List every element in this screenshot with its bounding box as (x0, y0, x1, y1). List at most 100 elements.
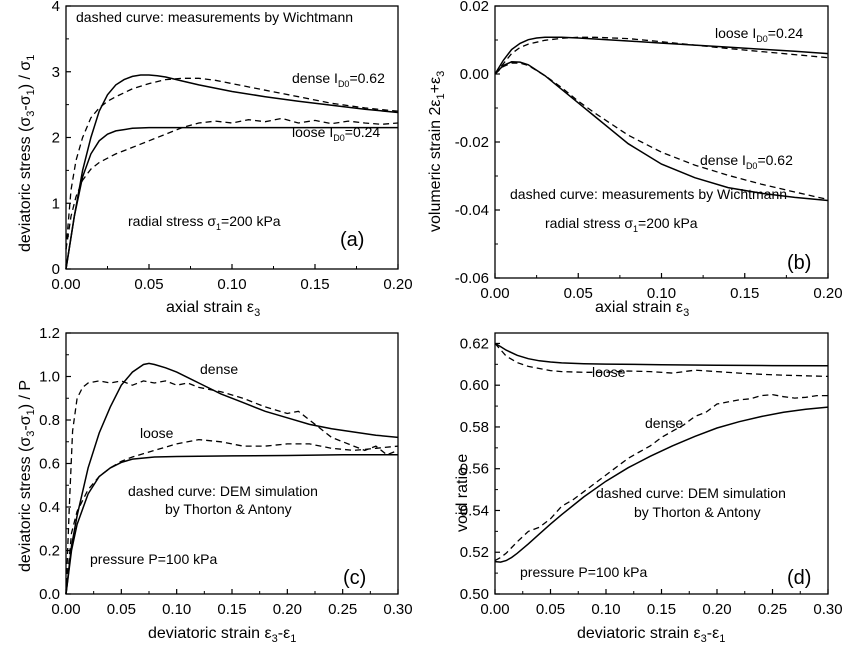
panel-d-ytick-label: 0.58 (460, 419, 489, 436)
panel-a-xtick-label: 0.15 (300, 276, 329, 293)
panel-a-ytick-label: 0 (52, 261, 60, 278)
panel-b-xtick-label: 0.10 (647, 285, 676, 302)
panel-d-ytick-label: 0.56 (460, 461, 489, 478)
panel-d-annotation-source-2: by Thorton & Antony (634, 504, 761, 520)
panel-c-annotation-dense: dense (200, 361, 238, 377)
panel-b-annotation-dense: dense ID0=0.62 (700, 152, 793, 171)
panel-c-xtick-label: 0.00 (51, 601, 80, 618)
panel-c-series-3-dashed (65, 438, 399, 595)
panel-c-annotation-source-2: by Thorton & Antony (165, 501, 292, 517)
panel-a-ytick-label: 4 (52, 0, 60, 15)
panel-b-ytick-label: 0.02 (460, 0, 489, 15)
panel-d-ytick-label: 0.50 (460, 586, 489, 603)
panel-a-xtick-label: 0.20 (383, 276, 412, 293)
panel-b-ticklabels: 0.00 0.05 0.10 0.15 0.20 -0.06 -0.04 -0.02 0.00 0… (455, 0, 843, 302)
panel-a-ytick-label: 3 (52, 64, 60, 81)
panel-a-ticklabels: 0.00 0.05 0.10 0.15 0.20 0 1 2 3 4 (51, 0, 412, 293)
panel-b-frame (494, 5, 829, 279)
panel-d-xtick-label: 0.20 (702, 601, 731, 618)
panel-a-ylabel: deviatoric stress (σ3-σ1) / σ1 (17, 55, 37, 252)
panel-c-series-2-dashed (65, 380, 399, 595)
panel-c-ytick-label: 0.4 (39, 499, 60, 516)
panel-c-ytick-label: 0.0 (39, 586, 60, 603)
panel-d-xtick-label: 0.00 (480, 601, 509, 618)
panel-c-ylabel: deviatoric stress (σ3-σ1) / P (17, 380, 37, 572)
panel-d-series (494, 342, 829, 563)
panel-b: 0.00 0.05 0.10 0.15 0.20 -0.06 -0.04 -0.02 0.00 0… (427, 0, 843, 319)
panel-d-series-0-solid (494, 342, 829, 367)
panel-b-ylabel: volumeric strain 2ε1+ε3 (427, 71, 447, 232)
panel-c-annotation-pressure: pressure P=100 kPa (90, 551, 217, 567)
panel-d-ytick-label: 0.52 (460, 544, 489, 561)
panel-b-label: (b) (787, 252, 811, 274)
panel-d-label: (d) (787, 567, 811, 589)
panel-b-ytick-label: 0.00 (460, 66, 489, 83)
panel-c-xtick-label: 0.15 (217, 601, 246, 618)
panel-a-series (65, 74, 399, 270)
panel-a-series-2-dashed (65, 77, 399, 250)
panel-c-ytick-label: 1.2 (39, 325, 60, 342)
panel-d-xtick-label: 0.10 (591, 601, 620, 618)
panel-a-xtick-label: 0.00 (51, 276, 80, 293)
panel-d-annotation-pressure: pressure P=100 kPa (520, 564, 647, 580)
panel-d-xtick-label: 0.05 (536, 601, 565, 618)
panel-d-ytick-label: 0.60 (460, 377, 489, 394)
panel-d-annotation-source: dashed curve: DEM simulation (596, 485, 786, 501)
panel-b-series-2-solid (494, 61, 829, 202)
panel-b-ytick-label: -0.06 (455, 270, 489, 287)
panel-b-ticks (494, 5, 829, 279)
panel-b-xtick-label: 0.05 (564, 285, 593, 302)
panel-b-xtick-label: 0.15 (730, 285, 759, 302)
panel-b-ytick-label: -0.04 (455, 202, 489, 219)
panel-a-ytick-label: 1 (52, 195, 60, 212)
panel-a-annotation-dense: dense ID0=0.62 (292, 70, 385, 89)
panel-d-ticklabels: 0.00 0.05 0.10 0.15 0.20 0.25 0.30 0.50 0.52 0.54… (460, 335, 843, 618)
panel-d-xtick-label: 0.25 (758, 601, 787, 618)
panel-a-xtick-label: 0.05 (134, 276, 163, 293)
panel-d-series-3-dashed (494, 393, 828, 562)
panel-b-series (494, 36, 829, 202)
panel-c-annotation-source: dashed curve: DEM simulation (128, 483, 318, 499)
panel-c-xtick-label: 0.30 (383, 601, 412, 618)
panel-c-xtick-label: 0.10 (162, 601, 191, 618)
panel-d-annotation-loose: loose (592, 364, 626, 380)
panel-d-xlabel: deviatoric strain ε3-ε1 (577, 625, 725, 645)
panel-b-series-1-dashed (494, 36, 829, 75)
panel-a-series-0-solid (65, 74, 399, 270)
panel-a: 0.00 0.05 0.10 0.15 0.20 0 1 2 3 4 dashed curve: … (17, 0, 413, 319)
panel-b-series-0-solid (494, 36, 829, 75)
panel-a-label: (a) (340, 229, 364, 251)
panel-b-xlabel: axial strain ε3 (595, 299, 689, 319)
panel-b-ytick-label: -0.02 (455, 134, 489, 151)
panel-d-ylabel: void ratio e (454, 454, 471, 532)
panel-c-annotation-loose: loose (140, 425, 174, 441)
panel-a-ytick-label: 2 (52, 130, 60, 147)
panel-b-series-3-dashed (494, 62, 829, 201)
panel-c-label: (c) (343, 567, 366, 589)
panel-b-annotation-radial: radial stress σ1=200 kPa (545, 215, 698, 234)
panel-d-xtick-label: 0.15 (647, 601, 676, 618)
panel-c-series (65, 362, 399, 595)
panel-c-ytick-label: 1.0 (39, 369, 60, 386)
panel-d: 0.00 0.05 0.10 0.15 0.20 0.25 0.30 0.50 0.52 0.54… (454, 332, 843, 645)
panel-c-ytick-label: 0.8 (39, 412, 60, 429)
panel-c-series-1-solid (65, 454, 398, 595)
panel-a-ticks (65, 5, 399, 270)
panel-d-xtick-label: 0.30 (813, 601, 842, 618)
panel-c-xlabel: deviatoric strain ε3-ε1 (148, 625, 296, 645)
panel-a-annotation-radial: radial stress σ1=200 kPa (128, 213, 281, 232)
panel-c-ticks (65, 332, 399, 595)
panel-b-xtick-label: 0.20 (813, 285, 842, 302)
panel-d-series-1-dashed (494, 342, 829, 378)
panel-d-series-2-solid (494, 406, 829, 563)
panel-b-annotation-loose: loose ID0=0.24 (715, 25, 803, 44)
panel-c: 0.00 0.05 0.10 0.15 0.20 0.25 0.30 0.0 0.2 0.4 0.6… (17, 325, 413, 645)
panel-d-annotation-dense: dense (645, 415, 683, 431)
panel-a-xlabel: axial strain ε3 (166, 299, 260, 319)
panel-d-ytick-label: 0.54 (460, 502, 489, 519)
panel-d-ytick-label: 0.62 (460, 335, 489, 352)
panel-c-xtick-label: 0.25 (328, 601, 357, 618)
panel-b-annotation-source: dashed curve: measurements by Wichtmann (510, 186, 787, 202)
panel-c-ytick-label: 0.2 (39, 543, 60, 560)
